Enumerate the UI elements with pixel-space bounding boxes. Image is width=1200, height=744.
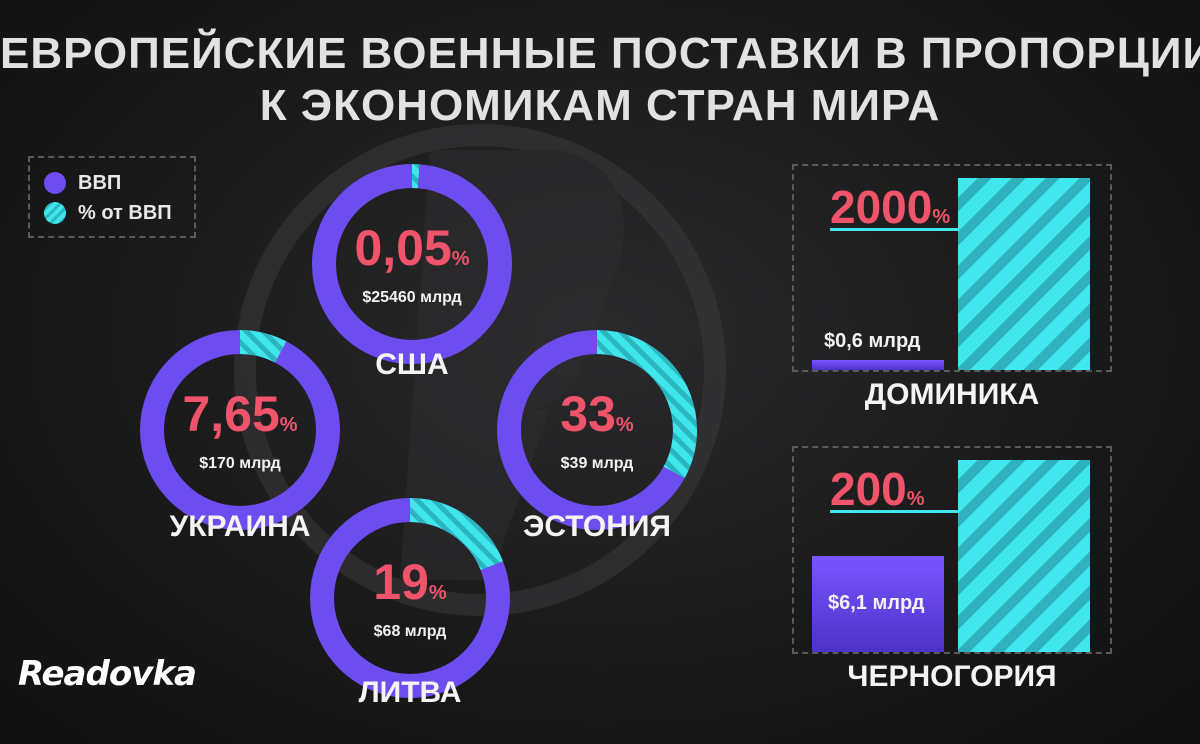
- chart-legend: ВВП % от ВВП: [28, 156, 196, 238]
- donut-center-usa: 0,05% $25460 млрд: [310, 162, 514, 366]
- donut-pct-arc-0: [312, 164, 512, 364]
- page-title: ЕВРОПЕЙСКИЕ ВОЕННЫЕ ПОСТАВКИ В ПРОПОРЦИИ…: [0, 28, 1200, 132]
- background-logo-watermark: [234, 124, 726, 616]
- country-label-montenegro: ЧЕРНОГОРИЯ: [847, 660, 1057, 693]
- donut-chart-ukraine: 7,65% $170 млрд: [138, 328, 342, 532]
- donut-ring-estonia: [497, 330, 697, 530]
- donut-center-estonia: 33% $39 млрд: [495, 328, 699, 532]
- donut-chart-lithuania: 19% $68 млрд: [308, 496, 512, 700]
- country-label-estonia: ЭСТОНИЯ: [523, 510, 671, 543]
- logo-text: Readovka: [18, 654, 197, 694]
- pct-number-lithuania: 19: [373, 553, 429, 610]
- bar-pct-value-dominica: 2000%: [830, 180, 950, 234]
- donut-chart-usa: 0,05% $25460 млрд: [310, 162, 514, 366]
- pct-sign-lithuania: %: [428, 581, 447, 604]
- bar-pct-number-montenegro: 200: [830, 463, 907, 515]
- pct-value-estonia: 33%: [560, 388, 633, 451]
- gdp-value-ukraine: $170 млрд: [199, 454, 281, 472]
- readovka-logo: Readovka: [18, 654, 197, 694]
- legend-gdp-label: ВВП: [78, 171, 122, 194]
- donut-ring-lithuania: [310, 498, 510, 698]
- donut-ring-usa: [312, 164, 512, 364]
- donut-pct-arc-2: [497, 330, 697, 530]
- donut-pct-arc-3: [310, 498, 510, 698]
- bar-panel-montenegro: 200% $6,1 млрд: [792, 446, 1112, 654]
- bar-gdp-label-montenegro: $6,1 млрд: [828, 592, 925, 614]
- bar-pct-dominica: [958, 178, 1090, 370]
- pct-value-usa: 0,05%: [354, 222, 469, 285]
- bar-pct-montenegro: [958, 460, 1090, 652]
- country-label-ukraine: УКРАИНА: [169, 510, 311, 543]
- bar-gdp-dominica: [812, 360, 944, 370]
- bar-pct-value-montenegro: 200%: [830, 462, 925, 516]
- gdp-value-lithuania: $68 млрд: [373, 622, 447, 640]
- pct-sign-usa: %: [451, 247, 470, 270]
- bar-underline-dominica: [830, 228, 958, 231]
- pct-number-estonia: 33: [560, 385, 616, 442]
- donut-center-lithuania: 19% $68 млрд: [308, 496, 512, 700]
- legend-pct-label: % от ВВП: [78, 201, 172, 224]
- pct-number-usa: 0,05: [354, 219, 452, 276]
- donut-chart-estonia: 33% $39 млрд: [495, 328, 699, 532]
- donut-ring-ukraine: [140, 330, 340, 530]
- legend-item-pct: % от ВВП: [44, 198, 194, 228]
- bar-pct-sign-dominica: %: [932, 206, 951, 228]
- bar-gdp-montenegro: [812, 556, 944, 652]
- bar-gdp-label-dominica: $0,6 млрд: [824, 330, 921, 352]
- pct-value-ukraine: 7,65%: [182, 388, 297, 451]
- bar-panel-dominica: 2000% $0,6 млрд: [792, 164, 1112, 372]
- pct-number-ukraine: 7,65: [182, 385, 280, 442]
- bar-pct-sign-montenegro: %: [906, 488, 925, 510]
- title-line-2: К ЭКОНОМИКАМ СТРАН МИРА: [259, 81, 941, 130]
- country-label-usa: США: [375, 348, 449, 381]
- bar-underline-montenegro: [830, 510, 958, 513]
- gdp-value-usa: $25460 млрд: [362, 288, 462, 306]
- donut-pct-arc-1: [140, 330, 340, 530]
- bar-pct-number-dominica: 2000: [830, 181, 933, 233]
- legend-item-gdp: ВВП: [44, 168, 194, 198]
- title-line-1: ЕВРОПЕЙСКИЕ ВОЕННЫЕ ПОСТАВКИ В ПРОПОРЦИИ: [0, 29, 1200, 78]
- country-label-lithuania: ЛИТВА: [358, 676, 462, 709]
- gdp-value-estonia: $39 млрд: [560, 454, 634, 472]
- country-label-dominica: ДОМИНИКА: [864, 378, 1040, 411]
- donut-center-ukraine: 7,65% $170 млрд: [138, 328, 342, 532]
- legend-pct-swatch: [44, 202, 66, 224]
- pct-sign-estonia: %: [615, 413, 634, 436]
- pct-value-lithuania: 19%: [373, 556, 446, 619]
- pct-sign-ukraine: %: [279, 413, 298, 436]
- legend-gdp-swatch: [44, 172, 66, 194]
